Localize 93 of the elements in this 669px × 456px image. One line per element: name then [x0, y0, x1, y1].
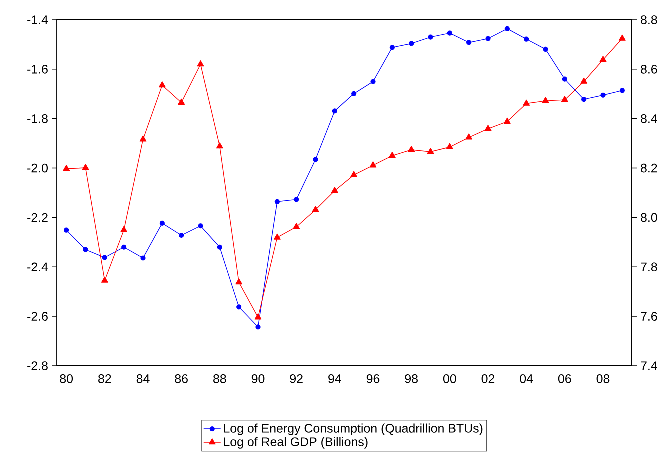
x-tick-label: 88	[214, 374, 226, 384]
x-tick-label: 90	[252, 374, 265, 384]
point	[580, 78, 588, 84]
point	[332, 108, 338, 114]
point	[562, 76, 568, 82]
point	[236, 304, 242, 310]
point	[63, 165, 70, 172]
point	[331, 187, 338, 194]
y-tick-label: -2.8	[28, 362, 48, 370]
y2-tick-label: 8.2	[641, 164, 658, 173]
point	[102, 255, 108, 260]
point	[466, 134, 473, 140]
x-tick-label: 00	[443, 374, 456, 384]
point	[83, 247, 88, 252]
point	[120, 226, 128, 232]
y2-tick-label: 8.6	[641, 65, 658, 74]
point	[101, 276, 108, 283]
point	[543, 46, 548, 52]
x-tick-label: 96	[366, 374, 380, 384]
y-tick-label: -2.2	[28, 213, 48, 222]
point	[274, 199, 280, 204]
point	[293, 223, 300, 230]
point	[236, 278, 243, 285]
y2-tick-label: 8.4	[641, 114, 658, 124]
point	[542, 97, 550, 104]
point	[158, 82, 166, 88]
legend-label: Log of Energy Consumption (Quadrillion BTUs)	[224, 424, 483, 436]
point	[198, 224, 204, 229]
y2-tick-label: 8.0	[641, 213, 658, 222]
point	[484, 125, 492, 132]
x-tick-label: 02	[482, 374, 495, 384]
point	[82, 164, 90, 170]
point	[294, 197, 300, 202]
point	[140, 256, 146, 261]
point	[600, 92, 606, 98]
point	[618, 34, 626, 41]
point	[428, 34, 434, 40]
y-tick-label: -1.6	[28, 65, 48, 74]
x-tick-label: 94	[328, 374, 342, 384]
point	[178, 98, 186, 105]
x-tick-label: 84	[136, 374, 150, 384]
legend-label: Log of Real GDP (Billions)	[224, 437, 368, 449]
point	[561, 96, 568, 102]
y2-tick-label: 7.8	[641, 262, 658, 272]
point	[408, 146, 416, 152]
point	[179, 232, 184, 238]
point	[256, 324, 261, 330]
point	[504, 118, 511, 124]
y-tick-label: -1.4	[28, 16, 48, 24]
point	[582, 97, 587, 102]
point	[352, 91, 357, 96]
y2-tick-label: 8.8	[641, 16, 658, 24]
x-tick-label: 80	[60, 374, 74, 384]
point	[427, 148, 434, 154]
y2-tick-label: 7.6	[641, 312, 658, 321]
x-tick-label: 08	[596, 374, 610, 384]
point	[486, 36, 491, 42]
point	[466, 40, 472, 46]
y-tick-label: -2.4	[28, 262, 48, 272]
point	[600, 56, 607, 62]
point	[390, 45, 395, 50]
point	[370, 162, 377, 168]
point	[446, 143, 454, 150]
x-tick-label: 06	[558, 374, 572, 384]
x-tick-label: 04	[520, 374, 534, 384]
x-tick-label: 82	[98, 374, 112, 384]
point	[312, 206, 320, 212]
x-tick-label: 86	[175, 374, 188, 384]
y-tick-label: -2.0	[28, 164, 48, 173]
point	[217, 244, 222, 250]
point	[524, 36, 530, 42]
x-tick-label: 92	[290, 374, 303, 384]
y-tick-label: -2.6	[28, 312, 48, 321]
point	[447, 30, 452, 36]
x-tick-label: 98	[405, 374, 418, 384]
point	[620, 88, 625, 94]
y-tick-label: -1.8	[28, 114, 48, 124]
y2-tick-label: 7.4	[641, 362, 658, 370]
point	[350, 171, 358, 178]
point	[197, 60, 204, 67]
point	[370, 79, 376, 84]
point	[274, 234, 281, 240]
point	[504, 26, 510, 32]
point	[122, 244, 127, 250]
point	[140, 136, 147, 142]
point	[523, 100, 530, 106]
point	[216, 142, 224, 149]
point	[388, 152, 396, 158]
point	[254, 314, 262, 320]
point	[409, 41, 414, 46]
point	[313, 157, 318, 162]
point	[64, 228, 70, 233]
point	[160, 220, 165, 226]
